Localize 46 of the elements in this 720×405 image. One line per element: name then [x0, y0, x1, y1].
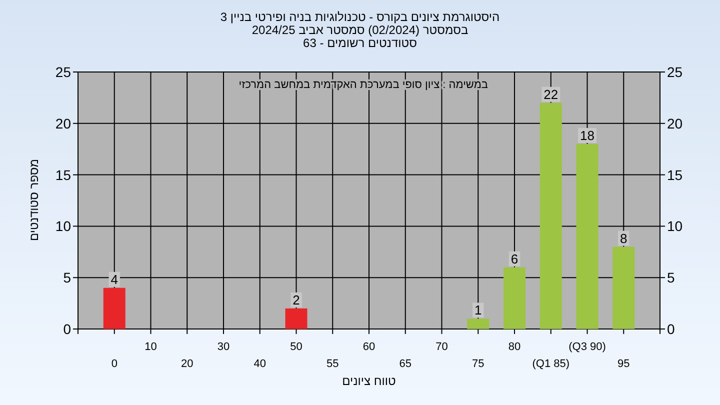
bar	[285, 308, 308, 329]
y-tick-label: 0	[63, 321, 72, 337]
data-label: 1	[474, 302, 482, 318]
y-tick-label: 5	[63, 270, 72, 286]
x-tick-label: 75	[472, 358, 484, 370]
bar	[612, 246, 635, 329]
y-tick-label: 20	[55, 115, 72, 132]
chart-title: היסטוגרמת ציונים בקורס - טכנולוגיות בניה ופירטי בניין 3	[220, 10, 500, 24]
x-tick-label: 60	[362, 341, 376, 353]
x-tick-label: 95	[618, 358, 630, 370]
y2-tick-label: 20	[667, 115, 683, 132]
x-tick-label: 10	[144, 341, 157, 353]
y2-tick-label: 25	[667, 64, 683, 80]
chart-subtitle: בסמסטר (02/2024) סמסטר אביב 2024/25	[252, 23, 468, 37]
bar	[504, 267, 526, 329]
y2-tick-label: 5	[667, 270, 675, 286]
x-tick-label: 65	[399, 358, 412, 370]
y2-tick-label: 0	[667, 321, 675, 337]
data-label: 4	[110, 272, 118, 287]
y-axis-title: מספר סטודנטים	[27, 158, 41, 242]
data-label: 22	[544, 86, 558, 102]
x-tick-label: 50	[290, 341, 302, 353]
x-tick-label: (Q1 85)	[532, 358, 570, 370]
y-tick-label: 25	[55, 64, 72, 80]
x-tick-label: 40	[254, 358, 266, 370]
data-label: 6	[510, 251, 518, 266]
y-tick-label: 10	[55, 218, 72, 234]
x-tick-label: 20	[181, 358, 194, 370]
data-label: 8	[620, 230, 628, 246]
data-label: 2	[292, 292, 300, 308]
x-axis-title: טווח ציונים	[342, 374, 396, 388]
y2-tick-label: 15	[667, 166, 683, 183]
x-tick-label: 80	[508, 341, 521, 353]
text: סטודנטים רשומים - 63	[303, 36, 418, 50]
x-tick-label: 30	[217, 341, 230, 353]
x-tick-label: (Q3 90)	[568, 341, 606, 353]
bar	[576, 144, 598, 329]
bar	[467, 318, 490, 329]
y-tick-label: 15	[55, 166, 72, 183]
x-tick-label: 70	[436, 341, 448, 353]
x-tick-label: 55	[326, 358, 339, 370]
data-label: 18	[580, 128, 594, 143]
x-tick-label: 0	[111, 358, 118, 370]
bar	[540, 102, 562, 329]
bar	[103, 288, 126, 329]
y2-tick-label: 10	[667, 218, 683, 234]
